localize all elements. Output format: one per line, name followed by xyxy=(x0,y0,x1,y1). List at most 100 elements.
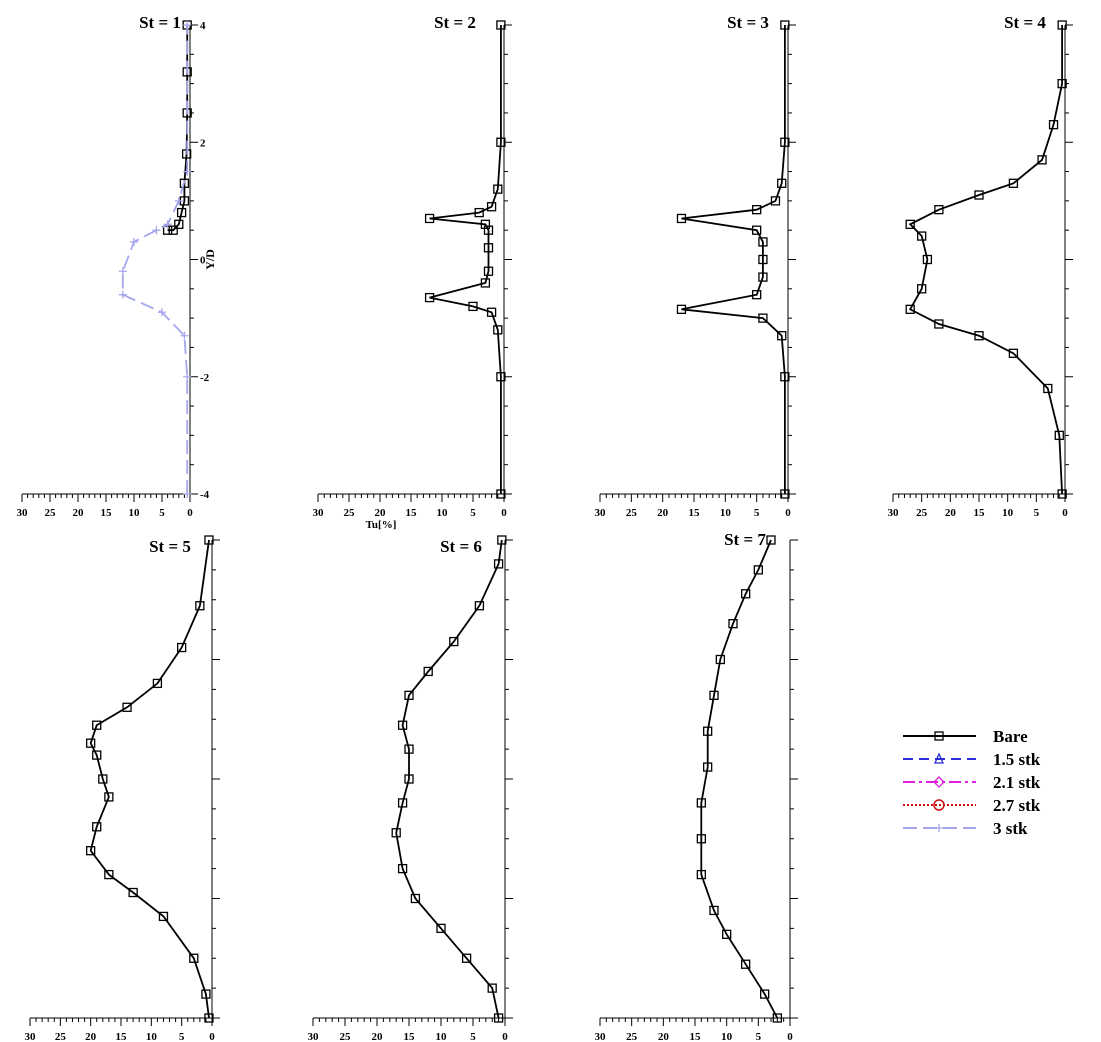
legend-entry: 2.7 stk xyxy=(903,796,1041,815)
series-line xyxy=(700,539,779,1019)
data-point xyxy=(752,205,762,215)
data-point xyxy=(703,726,713,736)
series-bare xyxy=(86,535,214,1023)
series-3-stk xyxy=(118,21,192,498)
x-tick-label: 10 xyxy=(129,507,141,519)
data-point xyxy=(158,308,166,317)
x-tick-label: 5 xyxy=(159,507,165,519)
x-tick-label: 20 xyxy=(372,1031,384,1042)
series-line xyxy=(908,25,1063,495)
y-tick-label: -2 xyxy=(200,372,210,384)
data-point xyxy=(1048,120,1059,130)
x-tick-label: 0 xyxy=(1062,507,1068,519)
data-point xyxy=(483,225,494,235)
data-point xyxy=(770,196,781,206)
x-tick-label: 0 xyxy=(187,507,193,519)
data-point xyxy=(122,702,132,712)
panel-5: St = 5302520151050Tu[%] xyxy=(25,535,220,1042)
data-point xyxy=(752,225,762,235)
data-point xyxy=(1057,489,1067,499)
y-axis-label: Y/D xyxy=(203,249,217,270)
panel-7: St = 7 30 25 20 15 10 5 0 xyxy=(595,530,798,1042)
x-tick-label: 20 xyxy=(658,1031,670,1042)
legend-entry: Bare xyxy=(903,727,1028,746)
panel-2: St = 2 30 25 20 15 10 5 0 Tu[%] xyxy=(313,13,512,531)
data-point xyxy=(195,601,205,611)
data-point xyxy=(780,372,790,382)
data-point xyxy=(974,331,984,341)
data-point xyxy=(722,929,732,939)
data-point xyxy=(493,184,503,194)
x-axis-label: Tu[%] xyxy=(366,519,397,531)
data-point xyxy=(917,284,927,294)
x-tick-label: 30 xyxy=(595,507,607,519)
data-point xyxy=(130,237,138,246)
data-point xyxy=(752,290,762,300)
data-point xyxy=(496,489,506,499)
data-point xyxy=(423,666,433,677)
data-point xyxy=(496,137,506,147)
x-tick-label: 25 xyxy=(916,507,928,519)
series-line xyxy=(429,25,502,494)
data-point xyxy=(168,225,178,235)
data-point xyxy=(158,911,169,922)
legend-marker xyxy=(933,752,945,764)
data-point xyxy=(934,319,944,329)
data-point xyxy=(741,959,751,969)
x-tick-label: 30 xyxy=(313,507,325,519)
data-point xyxy=(176,207,187,218)
x-tick-label: 5 xyxy=(179,1031,185,1042)
data-point xyxy=(497,535,507,545)
panel-title: St = 5 xyxy=(149,537,191,556)
x-tick-label: 30 xyxy=(17,507,29,519)
data-point xyxy=(163,220,172,229)
legend-label: 3 stk xyxy=(993,819,1028,838)
data-point xyxy=(204,535,214,545)
x-tick-label: 10 xyxy=(437,507,449,519)
x-tick-label: 0 xyxy=(501,507,507,519)
data-point xyxy=(922,254,933,265)
data-point xyxy=(905,304,915,314)
x-tick-label: 20 xyxy=(85,1031,97,1042)
series-line xyxy=(681,25,786,494)
series-line xyxy=(395,539,503,1019)
series-bare xyxy=(676,20,790,499)
x-tick-label: 30 xyxy=(308,1031,320,1042)
y-tick-label: 4 xyxy=(200,20,206,32)
data-point xyxy=(174,219,184,229)
data-point xyxy=(1008,178,1019,188)
data-point xyxy=(486,202,497,212)
x-tick-label: 15 xyxy=(974,507,986,519)
x-tick-label: 20 xyxy=(73,507,85,519)
y-tick-label: 2 xyxy=(200,137,206,149)
series-bare xyxy=(905,20,1067,499)
data-point xyxy=(1043,383,1053,394)
legend-marker xyxy=(933,776,945,788)
panel-3: St = 3 30 25 20 15 10 5 0 xyxy=(595,13,796,519)
data-point xyxy=(758,313,768,323)
panel-title: St = 4 xyxy=(1004,13,1046,32)
data-point xyxy=(152,226,161,235)
data-point xyxy=(696,869,706,880)
data-point xyxy=(180,331,189,340)
x-tick-label: 5 xyxy=(470,507,476,519)
data-point xyxy=(410,893,421,904)
x-tick-label: 0 xyxy=(787,1031,793,1042)
data-point xyxy=(709,690,719,700)
data-point xyxy=(758,237,768,247)
x-tick-label: 5 xyxy=(754,507,760,519)
data-point xyxy=(183,167,192,176)
x-tick-label: 5 xyxy=(470,1031,476,1042)
data-point xyxy=(780,20,790,30)
x-tick-label: 30 xyxy=(595,1031,607,1042)
data-point xyxy=(92,750,102,760)
data-point xyxy=(98,774,108,784)
data-point xyxy=(391,828,401,838)
panel-title: St = 3 xyxy=(727,13,769,32)
legend-label: 2.1 stk xyxy=(993,773,1041,792)
data-point xyxy=(201,989,211,999)
x-tick-label: 25 xyxy=(45,507,57,519)
data-point xyxy=(104,869,114,880)
legend-entry: 3 stk xyxy=(903,819,1028,838)
